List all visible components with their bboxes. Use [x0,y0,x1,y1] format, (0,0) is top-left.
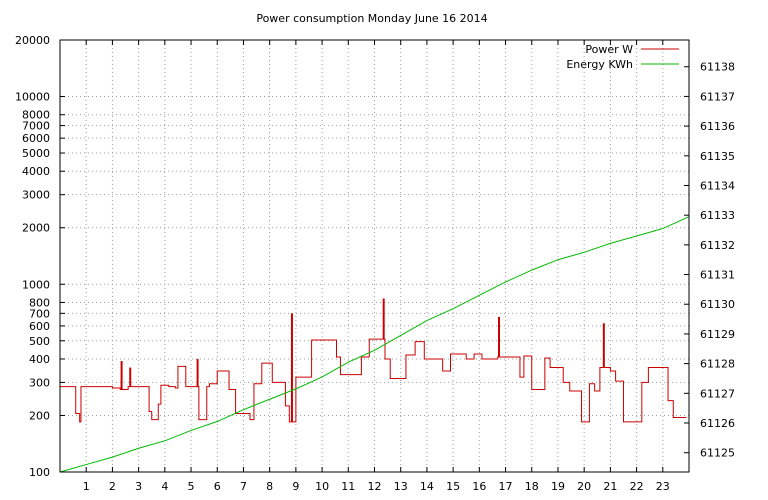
y-right-tick-label: 61132 [700,239,735,252]
y-left-tick-label: 7000 [22,120,50,133]
x-tick-label: 16 [472,480,486,493]
y-right-tick-label: 61128 [700,358,735,371]
x-tick-label: 8 [266,480,273,493]
y-left-tick-label: 400 [29,353,50,366]
x-tick-label: 21 [603,480,617,493]
legend: Power W Energy KWh [566,43,679,71]
x-tick-label: 19 [551,480,565,493]
y-right-tick-label: 61131 [700,269,735,282]
y-left-tick-label: 4000 [22,165,50,178]
x-tick-label: 9 [292,480,299,493]
x-tick-label: 2 [109,480,116,493]
y-right-tick-label: 61127 [700,387,735,400]
x-tick-label: 20 [577,480,591,493]
legend-label: Energy KWh [566,58,633,71]
y-left-tick-label: 100 [29,466,50,479]
y-right-tick-label: 61133 [700,209,735,222]
x-tick-label: 12 [368,480,382,493]
y-left-tick-label: 8000 [22,109,50,122]
y-right-tick-label: 61134 [700,179,735,192]
y-right-tick-label: 61130 [700,298,735,311]
y-right-tick-label: 61126 [700,417,735,430]
x-tick-label: 6 [214,480,221,493]
x-tick-label: 17 [499,480,513,493]
x-tick-label: 4 [161,480,168,493]
energy-series-line [59,216,690,473]
y-right-tick-label: 61138 [700,61,735,74]
x-tick-label: 18 [525,480,539,493]
x-tick-label: 13 [394,480,408,493]
power-series-line [60,338,687,423]
y-left-tick-label: 300 [29,376,50,389]
y-left-tick-label: 20000 [15,34,50,47]
y-right-tick-label: 61125 [700,447,735,460]
legend-label: Power W [585,43,633,56]
chart-title: Power consumption Monday June 16 2014 [256,12,487,25]
x-tick-label: 22 [630,480,644,493]
y-left-tick-label: 200 [29,409,50,422]
y-left-tick-label: 700 [29,307,50,320]
x-tick-label: 23 [656,480,670,493]
y-right-tick-label: 61135 [700,150,735,163]
y-left-tick-label: 3000 [22,189,50,202]
x-tick-label: 3 [135,480,142,493]
x-tick-label: 14 [420,480,434,493]
y-right-tick-label: 61136 [700,120,735,133]
tick-layer: 1 2 3 4 5 6 7 8 9 10 11 12 13 14 15 16 17 18 19 20 21 22 23100… [15,34,735,493]
y-left-tick-label: 2000 [22,222,50,235]
x-tick-label: 15 [446,480,460,493]
y-right-tick-label: 61137 [700,90,735,103]
x-tick-label: 5 [188,480,195,493]
y-left-tick-label: 6000 [22,132,50,145]
y-left-tick-label: 500 [29,335,50,348]
y-left-tick-label: 10000 [15,91,50,104]
y-left-tick-label: 5000 [22,147,50,160]
grid-layer [60,40,689,472]
x-tick-label: 1 [83,480,90,493]
x-tick-label: 11 [341,480,355,493]
series-layer [59,216,690,473]
y-left-tick-label: 800 [29,296,50,309]
y-right-tick-label: 61129 [700,328,735,341]
y-left-tick-label: 600 [29,320,50,333]
x-tick-label: 7 [240,480,247,493]
x-tick-label: 10 [315,480,329,493]
y-left-tick-label: 1000 [22,278,50,291]
